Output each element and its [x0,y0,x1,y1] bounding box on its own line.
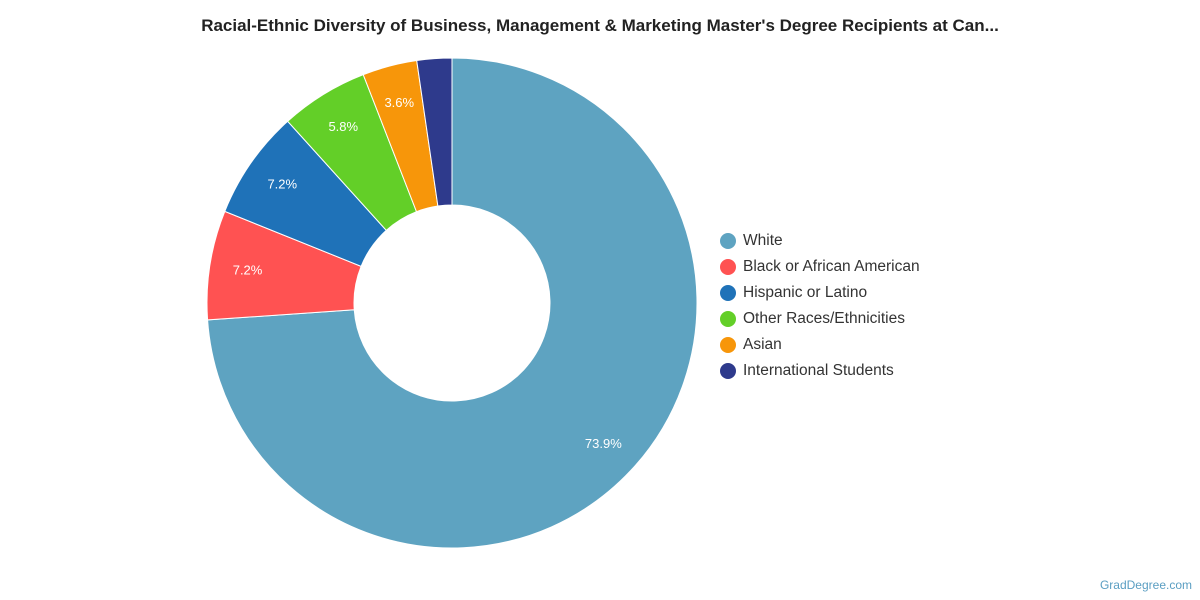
legend-item[interactable]: Asian [720,332,920,358]
legend-label: International Students [743,362,894,379]
legend-marker-icon [720,259,736,275]
legend-item[interactable]: Black or African American [720,254,920,280]
legend-item[interactable]: Hispanic or Latino [720,280,920,306]
slice-data-label: 7.2% [233,263,263,278]
slice-data-label: 3.6% [384,95,414,110]
legend-marker-icon [720,233,736,249]
legend-item[interactable]: International Students [720,358,920,384]
slice-data-label: 5.8% [328,119,358,134]
donut-slice-0[interactable] [207,57,698,549]
chart-title: Racial-Ethnic Diversity of Business, Man… [201,16,999,35]
chart-legend: White Black or African American Hispanic o… [720,228,920,384]
source-credit[interactable]: GradDegree.com [1099,578,1192,592]
slice-data-label: 73.9% [585,436,622,451]
legend-label: White [743,232,783,249]
legend-marker-icon [720,285,736,301]
legend-label: Black or African American [743,258,920,275]
legend-marker-icon [720,311,736,327]
slice-data-label: 7.2% [267,177,297,192]
legend-item[interactable]: White [720,228,920,254]
donut-slice-5[interactable] [416,57,453,207]
legend-marker-icon [720,363,736,379]
legend-item[interactable]: Other Races/Ethnicities [720,306,920,332]
legend-label: Asian [743,336,782,353]
legend-marker-icon [720,337,736,353]
legend-label: Other Races/Ethnicities [743,310,905,327]
legend-label: Hispanic or Latino [743,284,868,301]
